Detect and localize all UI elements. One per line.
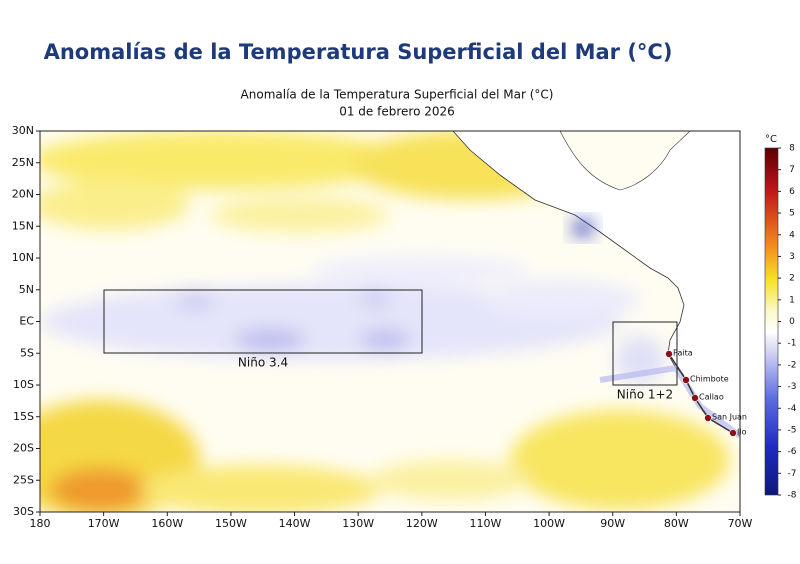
- colorbar-label: -6: [788, 447, 797, 457]
- colorbar-label: 4: [789, 230, 795, 240]
- region-label: Niño 3.4: [238, 356, 288, 370]
- colorbar: [764, 147, 779, 496]
- lat-label: 25N: [12, 156, 34, 169]
- map-date: 01 de febrero 2026: [339, 105, 455, 119]
- colorbar-label: -3: [788, 382, 797, 392]
- colorbar-label: 0: [789, 317, 795, 327]
- colorbar-label: 6: [789, 187, 795, 197]
- lon-label: 110W: [470, 517, 502, 530]
- lon-label: 130W: [342, 517, 374, 530]
- colorbar-label: 2: [789, 274, 795, 284]
- colorbar-label: -1: [788, 339, 797, 349]
- city-label: Ilo: [737, 428, 747, 437]
- colorbar-label: -8: [788, 491, 797, 501]
- map-title: Anomalía de la Temperatura Superficial d…: [241, 88, 554, 102]
- lon-label: 170W: [88, 517, 120, 530]
- city-marker: [704, 414, 712, 422]
- lat-label: EC: [19, 315, 34, 328]
- lat-label: 20N: [12, 188, 34, 201]
- city-label: San Juan: [712, 413, 747, 422]
- lat-label: 25S: [13, 473, 34, 486]
- colorbar-unit: °C: [765, 134, 777, 145]
- lon-label: 160W: [151, 517, 183, 530]
- lat-label: 15N: [12, 219, 34, 232]
- lat-label: 20S: [13, 442, 34, 455]
- nino34-box: [103, 289, 423, 354]
- colorbar-label: -5: [788, 425, 797, 435]
- lat-label: 10N: [12, 251, 34, 264]
- lat-label: 5N: [19, 283, 34, 296]
- lon-label: 90W: [600, 517, 625, 530]
- city-marker: [665, 350, 673, 358]
- city-label: Paita: [673, 349, 693, 358]
- region-label: Niño 1+2: [617, 388, 673, 402]
- lon-label: 140W: [279, 517, 311, 530]
- colorbar-label: -7: [788, 469, 797, 479]
- sst-field: [40, 131, 740, 512]
- colorbar-label: 7: [789, 165, 795, 175]
- nino12-box: [612, 321, 678, 386]
- city-label: Chimbote: [690, 375, 729, 384]
- lon-label: 150W: [215, 517, 247, 530]
- colorbar-label: 1: [789, 295, 795, 305]
- colorbar-label: -2: [788, 360, 797, 370]
- colorbar-label: -4: [788, 404, 797, 414]
- city-marker: [729, 429, 737, 437]
- lat-label: 5S: [20, 346, 34, 359]
- lon-label: 180: [30, 517, 51, 530]
- lat-label: 30N: [12, 124, 34, 137]
- lon-label: 100W: [533, 517, 565, 530]
- colorbar-label: 8: [789, 144, 795, 154]
- lat-label: 30S: [13, 505, 34, 518]
- lon-label: 70W: [728, 517, 753, 530]
- city-label: Callao: [699, 393, 724, 402]
- lat-label: 10S: [13, 378, 34, 391]
- city-marker: [691, 394, 699, 402]
- city-marker: [682, 376, 690, 384]
- colorbar-label: 3: [789, 252, 795, 262]
- page-title: Anomalías de la Temperatura Superficial …: [44, 40, 673, 64]
- lon-label: 120W: [406, 517, 438, 530]
- colorbar-label: 5: [789, 209, 795, 219]
- lon-label: 80W: [664, 517, 689, 530]
- lat-label: 15S: [13, 410, 34, 423]
